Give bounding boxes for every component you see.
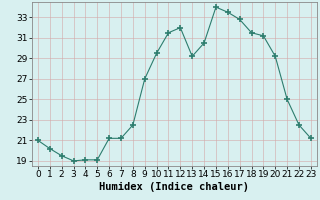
X-axis label: Humidex (Indice chaleur): Humidex (Indice chaleur) bbox=[100, 182, 249, 192]
